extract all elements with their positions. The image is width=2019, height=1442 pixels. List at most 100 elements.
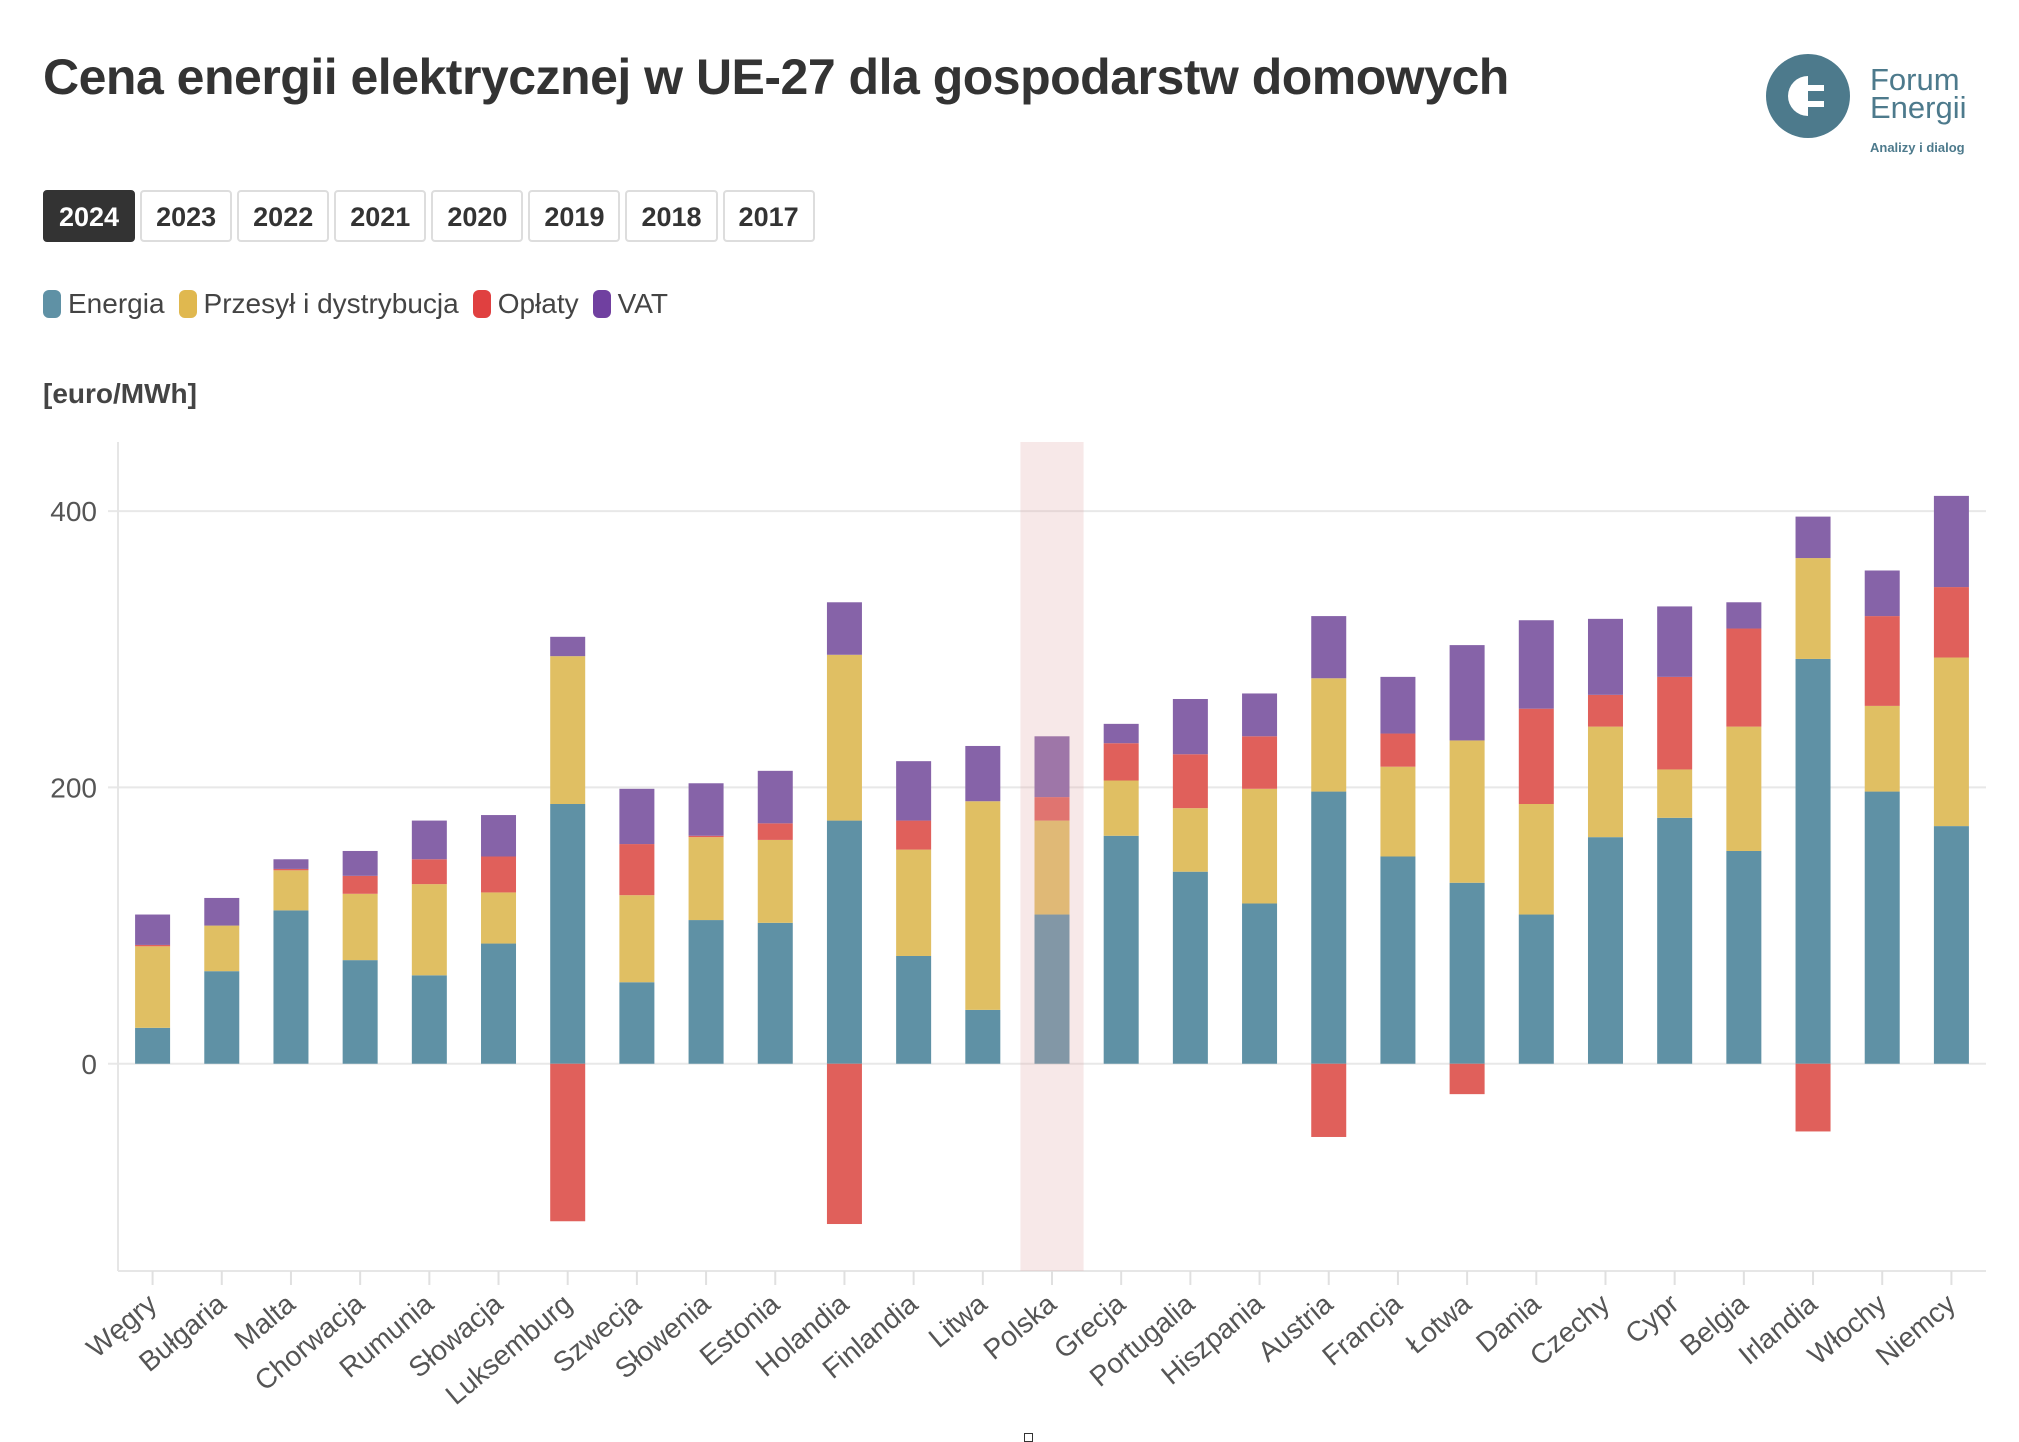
- bar-segment-przesy-i-dystrybucja-Bułgaria: [204, 925, 240, 972]
- bar-segment-vat-Rumunia: [411, 820, 447, 860]
- bar-segment-op-aty-Węgry: [135, 944, 171, 947]
- bar-segment-vat-Hiszpania: [1242, 693, 1278, 737]
- bar-segment-energia-Malta: [273, 910, 309, 1064]
- bar-segment-vat-Szwecja: [619, 788, 655, 845]
- bar-segment-vat-Litwa: [965, 745, 1001, 802]
- bar-segment-energia-Irlandia: [1795, 658, 1831, 1064]
- bar-segment-energia-Grecja: [1103, 835, 1139, 1064]
- legend-swatch-oplaty: [472, 290, 491, 318]
- bar-segment-przesy-i-dystrybucja-Malta: [273, 870, 309, 911]
- bar-segment-przesy-i-dystrybucja-Niemcy: [1933, 657, 1969, 827]
- bar-segment-vat-Polska: [1034, 736, 1070, 798]
- year-button-2024[interactable]: 2024: [43, 190, 136, 242]
- logo-tagline: Analizy i dialog: [1870, 140, 1965, 155]
- y-tick-label: 200: [50, 772, 97, 803]
- bar-segment-energia-Rumunia: [411, 975, 447, 1064]
- logo-bars-icon: [1806, 85, 1824, 107]
- legend-item-energia[interactable]: Energia: [43, 288, 165, 320]
- bar-segment-vat-Malta: [273, 859, 309, 869]
- bar-segment-op-aty-Finlandia: [896, 820, 932, 850]
- bar-segment-op-aty-Hiszpania: [1242, 736, 1278, 789]
- x-tick-label: Niemcy: [1870, 1288, 1961, 1372]
- bar-segment-op-aty-Cypr: [1657, 676, 1693, 770]
- legend-item-przesyl[interactable]: Przesył i dystrybucja: [178, 288, 459, 320]
- bar-segment-op-aty-Grecja: [1103, 743, 1139, 781]
- year-button-2019[interactable]: 2019: [528, 190, 621, 242]
- bar-segment-vat-Irlandia: [1795, 516, 1831, 559]
- bar-segment-vat-Słowacja: [481, 815, 517, 857]
- year-button-2021[interactable]: 2021: [334, 190, 427, 242]
- legend-swatch-energia: [43, 290, 61, 318]
- bar-segment-energia-Czechy: [1587, 837, 1623, 1064]
- bar-segment-przesy-i-dystrybucja-Litwa: [965, 801, 1001, 1010]
- x-tick-label: Irlandia: [1733, 1288, 1824, 1371]
- logo-text-2: Energii: [1870, 90, 1967, 125]
- bar-segment-vat-Finlandia: [896, 761, 932, 821]
- year-button-2017[interactable]: 2017: [722, 190, 815, 242]
- bar-segment-vat-Łotwa: [1449, 645, 1485, 741]
- bar-segment-op-aty-Polska: [1034, 797, 1070, 821]
- legend-swatch-vat: [592, 290, 611, 318]
- bar-segment-przesy-i-dystrybucja-Cypr: [1657, 769, 1693, 818]
- bar-segment-op-aty-Irlandia: [1795, 1063, 1831, 1132]
- logo-text-1: Forum: [1870, 62, 1960, 97]
- bar-segment-energia-Słowacja: [481, 943, 517, 1064]
- bar-segment-op-aty-Szwecja: [619, 844, 655, 896]
- bar-segment-op-aty-Malta: [273, 868, 309, 871]
- bar-segment-przesy-i-dystrybucja-Francja: [1380, 766, 1416, 857]
- bar-segment-vat-Chorwacja: [342, 850, 378, 876]
- bar-segment-przesy-i-dystrybucja-Dania: [1518, 803, 1554, 915]
- bar-segment-vat-Portugalia: [1172, 698, 1208, 755]
- bar-segment-przesy-i-dystrybucja-Czechy: [1587, 726, 1623, 838]
- bar-segment-energia-Polska: [1034, 914, 1070, 1064]
- bar-segment-przesy-i-dystrybucja-Grecja: [1103, 780, 1139, 836]
- y-tick-label: 0: [81, 1049, 97, 1080]
- bar-segment-przesy-i-dystrybucja-Chorwacja: [342, 893, 378, 961]
- year-button-2022[interactable]: 2022: [237, 190, 330, 242]
- x-tick-label: Cypr: [1619, 1288, 1684, 1350]
- bar-segment-energia-Szwecja: [619, 982, 655, 1064]
- bar-segment-przesy-i-dystrybucja-Rumunia: [411, 884, 447, 976]
- bar-segment-przesy-i-dystrybucja-Szwecja: [619, 895, 655, 983]
- chart-title: Cena energii elektrycznej w UE-27 dla go…: [43, 49, 1509, 105]
- bar-segment-vat-Holandia: [826, 602, 862, 655]
- bar-segment-przesy-i-dystrybucja-Węgry: [135, 946, 171, 1028]
- bar-segment-energia-Litwa: [965, 1009, 1001, 1064]
- legend-item-oplaty[interactable]: Opłaty: [472, 288, 579, 320]
- bar-segment-vat-Słowenia: [688, 783, 724, 836]
- bar-segment-przesy-i-dystrybucja-Austria: [1311, 678, 1347, 792]
- year-button-2020[interactable]: 2020: [431, 190, 524, 242]
- bar-segment-energia-Estonia: [757, 922, 793, 1064]
- year-button-2018[interactable]: 2018: [625, 190, 718, 242]
- x-tick-label: Polska: [978, 1288, 1063, 1366]
- bar-segment-op-aty-Włochy: [1864, 616, 1900, 706]
- bar-segment-op-aty-Czechy: [1587, 694, 1623, 727]
- legend-label: Opłaty: [497, 288, 579, 319]
- legend-label: Energia: [68, 288, 165, 319]
- bar-segment-energia-Bułgaria: [204, 971, 240, 1064]
- bar-segment-op-aty-Austria: [1311, 1063, 1347, 1137]
- legend-swatch-przesyl: [178, 290, 197, 318]
- bar-segment-op-aty-Dania: [1518, 708, 1554, 804]
- bar-segment-vat-Estonia: [757, 770, 793, 824]
- bar-segment-op-aty-Słowacja: [481, 856, 517, 893]
- bar-segment-przesy-i-dystrybucja-Włochy: [1864, 705, 1900, 792]
- bar-segment-op-aty-Estonia: [757, 823, 793, 840]
- bar-segment-przesy-i-dystrybucja-Irlandia: [1795, 558, 1831, 659]
- legend-item-vat[interactable]: VAT: [592, 288, 668, 320]
- bar-segment-op-aty-Niemcy: [1933, 587, 1969, 658]
- legend: Energia Przesył i dystrybucja Opłaty VAT: [43, 288, 668, 320]
- bar-segment-energia-Łotwa: [1449, 882, 1485, 1064]
- bar-segment-energia-Hiszpania: [1242, 903, 1278, 1064]
- bar-segment-przesy-i-dystrybucja-Hiszpania: [1242, 788, 1278, 904]
- bar-segment-przesy-i-dystrybucja-Estonia: [757, 839, 793, 923]
- bar-segment-energia-Luksemburg: [550, 803, 586, 1064]
- bar-segment-op-aty-Chorwacja: [342, 875, 378, 894]
- x-tick-label: Francja: [1316, 1288, 1408, 1372]
- year-button-2023[interactable]: 2023: [140, 190, 233, 242]
- bar-segment-op-aty-Rumunia: [411, 859, 447, 885]
- bar-segment-energia-Węgry: [135, 1027, 171, 1064]
- bar-segment-energia-Cypr: [1657, 817, 1693, 1064]
- bar-segment-op-aty-Belgia: [1726, 628, 1762, 727]
